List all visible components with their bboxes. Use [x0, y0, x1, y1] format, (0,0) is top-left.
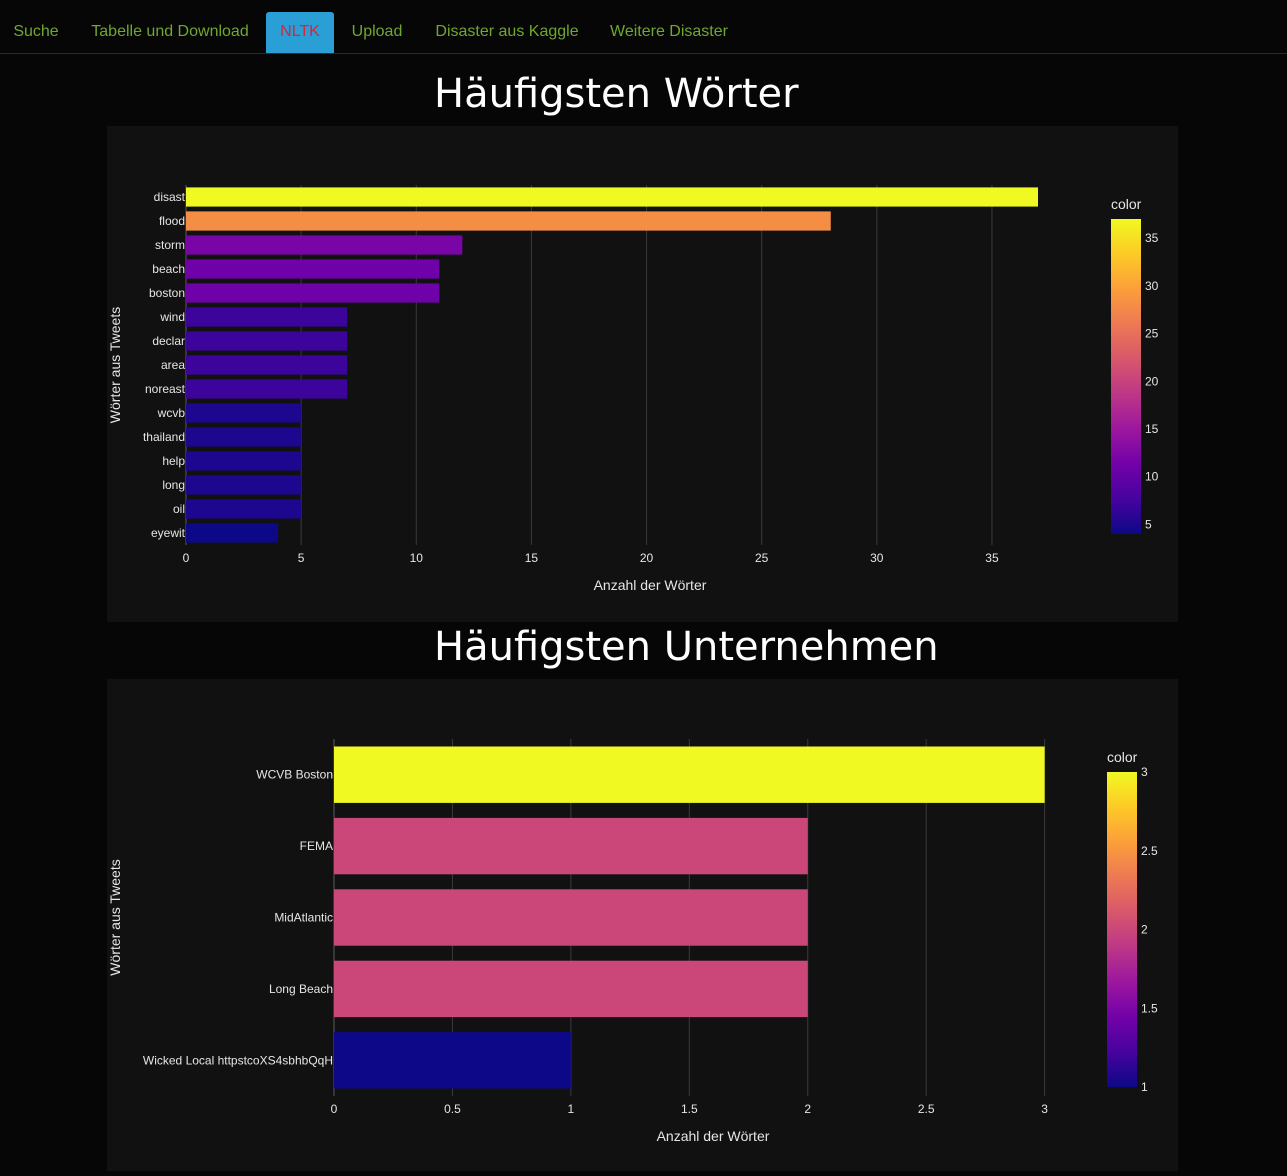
tab-weitere-disaster[interactable]: Weitere Disaster: [610, 23, 728, 40]
x-tick-label: 2.5: [918, 1102, 935, 1116]
bar-flood: [186, 211, 831, 231]
colorbar-tick-label: 10: [1145, 470, 1159, 484]
x-tick-label: 1.5: [681, 1102, 698, 1116]
tab-suche[interactable]: Suche: [13, 23, 59, 40]
category-label-thailand: thailand: [143, 430, 185, 444]
colorbar-tick-label: 1: [1141, 1080, 1148, 1094]
bar-boston: [186, 283, 440, 303]
colorbar-tick-label: 30: [1145, 279, 1159, 293]
bar-long-beach: [334, 960, 808, 1018]
category-label-wcvb-boston: WCVB Boston: [256, 768, 333, 782]
bar-fema: [334, 817, 808, 875]
bar-long: [186, 475, 302, 495]
x-tick-label: 10: [410, 551, 424, 565]
words-section-title: Häufigsten Wörter: [434, 71, 799, 117]
bar-storm: [186, 235, 463, 255]
bar-wicked-local-httpstcoxs4sbhbqqh: [334, 1032, 571, 1089]
category-label-declar: declar: [152, 334, 185, 348]
words-bar-chart: disast flood storm beach boston wind declar are…: [107, 185, 1159, 593]
companies-bar-chart: WCVB Boston FEMA MidAtlantic Long Beach Wick…: [107, 739, 1158, 1144]
category-label-oil: oil: [173, 502, 185, 516]
category-label-storm: storm: [155, 238, 185, 252]
bar-oil: [186, 499, 302, 519]
x-tick-label: 1: [568, 1102, 575, 1116]
navbar: Suche Tabelle und Download NLTK Upload D…: [0, 0, 1287, 54]
category-label-disast: disast: [154, 190, 186, 204]
bar-wind: [186, 307, 348, 327]
bar-declar: [186, 331, 348, 351]
colorbar-tick-label: 20: [1145, 374, 1159, 388]
category-label-wicked-local-httpstcoxs4sbhbqqh: Wicked Local httpstcoXS4sbhbQqH: [143, 1053, 333, 1067]
category-label-area: area: [161, 358, 185, 372]
x-axis-title: Anzahl der Wörter: [594, 577, 707, 593]
x-tick-label: 25: [755, 551, 769, 565]
bar-thailand: [186, 427, 302, 447]
tab-tabelle-und-download[interactable]: Tabelle und Download: [91, 23, 249, 40]
colorbar-title: color: [1111, 196, 1142, 212]
companies-section-title: Häufigsten Unternehmen: [434, 624, 939, 670]
tab-upload[interactable]: Upload: [351, 23, 403, 40]
category-label-noreast: noreast: [145, 382, 186, 396]
colorbar-title: color: [1107, 749, 1138, 765]
x-tick-label: 3: [1041, 1102, 1048, 1116]
category-label-eyewit: eyewit: [151, 526, 186, 540]
category-label-fema: FEMA: [300, 839, 333, 853]
category-label-beach: beach: [152, 262, 185, 276]
colorbar-tick-label: 1.5: [1141, 1001, 1158, 1015]
category-label-long-beach: Long Beach: [269, 982, 333, 996]
companies-chart-panel: WCVB Boston FEMA MidAtlantic Long Beach Wick…: [107, 679, 1178, 1171]
y-axis-title: Wörter aus Tweets: [107, 307, 123, 423]
tab-nltk[interactable]: NLTK: [266, 12, 334, 53]
colorbar-tick-label: 5: [1145, 517, 1152, 531]
bar-eyewit: [186, 523, 279, 543]
category-label-help: help: [162, 454, 185, 468]
y-axis-title: Wörter aus Tweets: [107, 859, 123, 975]
category-label-wcvb: wcvb: [157, 406, 186, 420]
category-label-boston: boston: [149, 286, 185, 300]
x-axis-title: Anzahl der Wörter: [657, 1128, 770, 1144]
colorbar-tick-label: 25: [1145, 327, 1159, 341]
bar-noreast: [186, 379, 348, 399]
colorbar: [1111, 219, 1141, 534]
colorbar-tick-label: 35: [1145, 231, 1159, 245]
x-tick-label: 5: [298, 551, 305, 565]
x-tick-label: 35: [985, 551, 999, 565]
colorbar: [1107, 772, 1137, 1087]
category-label-wind: wind: [159, 310, 185, 324]
category-label-midatlantic: MidAtlantic: [274, 911, 333, 925]
x-tick-label: 30: [870, 551, 884, 565]
bar-midatlantic: [334, 889, 808, 946]
category-label-long: long: [162, 478, 185, 492]
colorbar-tick-label: 2.5: [1141, 844, 1158, 858]
x-tick-label: 0: [331, 1102, 338, 1116]
x-tick-label: 0: [183, 551, 190, 565]
colorbar-tick-label: 15: [1145, 422, 1159, 436]
colorbar-tick-label: 3: [1141, 765, 1148, 779]
words-chart-panel: disast flood storm beach boston wind declar are…: [107, 126, 1178, 622]
category-label-flood: flood: [159, 214, 185, 228]
bar-beach: [186, 259, 440, 279]
bar-wcvb: [186, 403, 302, 423]
bar-disast: [186, 187, 1039, 207]
bar-area: [186, 355, 348, 375]
x-tick-label: 0.5: [444, 1102, 461, 1116]
colorbar-tick-label: 2: [1141, 923, 1148, 937]
tab-disaster-aus-kaggle[interactable]: Disaster aus Kaggle: [435, 23, 579, 40]
x-tick-label: 20: [640, 551, 654, 565]
bar-wcvb-boston: [334, 746, 1045, 803]
x-tick-label: 15: [525, 551, 539, 565]
bar-help: [186, 451, 302, 471]
x-tick-label: 2: [804, 1102, 811, 1116]
